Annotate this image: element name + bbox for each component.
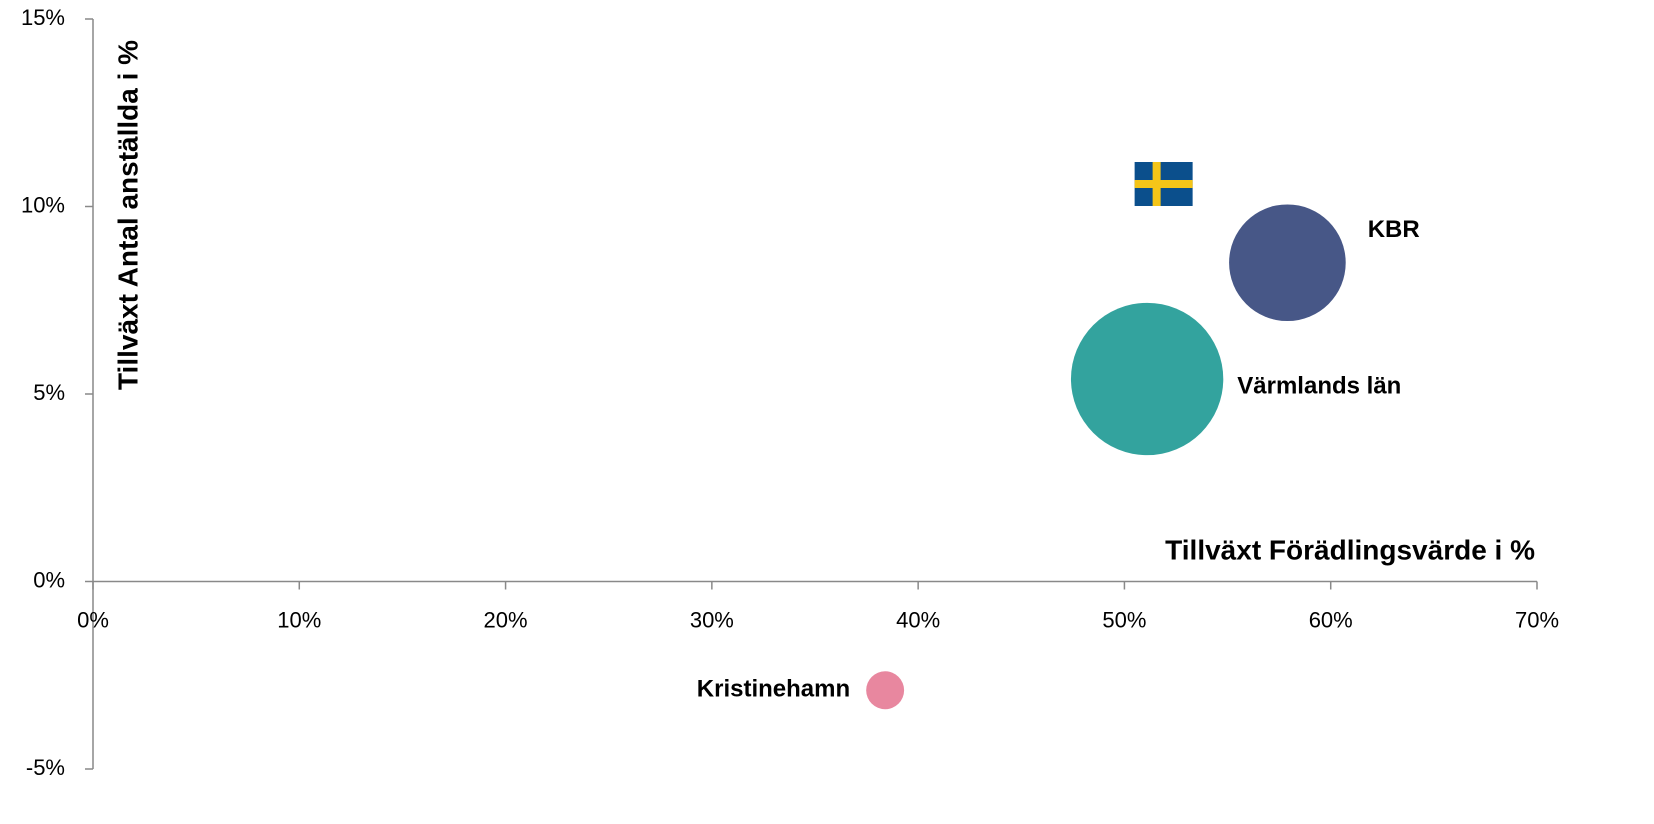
x-tick-label: 30% — [690, 607, 734, 632]
x-tick-label: 70% — [1515, 607, 1559, 632]
bubble-label: Kristinehamn — [697, 676, 850, 703]
x-tick-label: 60% — [1309, 607, 1353, 632]
y-tick-label: 5% — [33, 380, 65, 405]
bubble-label: Värmlands län — [1237, 372, 1401, 399]
bubble — [1229, 204, 1346, 322]
x-tick-label: 50% — [1102, 607, 1146, 632]
bubble — [866, 671, 905, 710]
bubble-label: KBR — [1368, 216, 1420, 243]
y-tick-label: -5% — [26, 755, 65, 780]
flag-marker — [1134, 162, 1193, 206]
x-tick-label: 20% — [484, 607, 528, 632]
x-tick-label: 10% — [277, 607, 321, 632]
y-tick-label: 0% — [33, 567, 65, 592]
y-tick-label: 10% — [21, 192, 65, 217]
x-tick-label: 40% — [896, 607, 940, 632]
x-axis-title: Tillväxt Förädlingsvärde i % — [1165, 534, 1535, 565]
flag-cross-h — [1134, 180, 1193, 188]
y-tick-label: 15% — [21, 5, 65, 30]
y-axis-title: Tillväxt Antal anställda i % — [112, 40, 143, 390]
x-tick-label: 0% — [77, 607, 109, 632]
bubble — [1070, 302, 1224, 456]
